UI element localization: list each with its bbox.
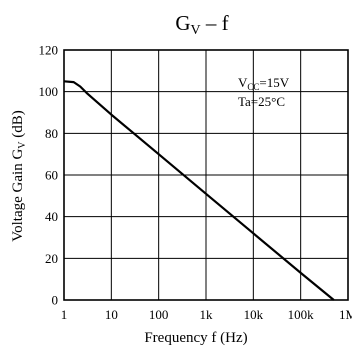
x-tick-label: 10k: [244, 307, 264, 322]
y-tick-label: 120: [39, 43, 59, 58]
x-tick-label: 100: [149, 307, 169, 322]
y-tick-label: 100: [39, 84, 59, 99]
annotation-vcc-sub: CC: [247, 82, 259, 92]
chart-title-sub: V: [191, 23, 201, 38]
x-tick-labels: 1 10 100 1k 10k 100k 1M: [61, 307, 352, 322]
annotation-vcc: VCC=15V: [238, 75, 290, 92]
chart-title-rest: – f: [201, 11, 229, 35]
series-line: [63, 80, 335, 301]
y-axis-label-sub: V: [17, 141, 28, 149]
x-axis-label: Frequency f (Hz): [144, 330, 247, 346]
plot-frame: [63, 49, 349, 301]
y-tick-label: 60: [45, 168, 58, 183]
annotation-ta: Ta=25°C: [238, 94, 285, 109]
annotation-vcc-rest: =15V: [259, 75, 289, 90]
x-tick-label: 1: [61, 307, 68, 322]
y-axis-label: Voltage Gain GV (dB): [10, 110, 28, 242]
y-axis-label-main: Voltage Gain G: [10, 149, 26, 242]
annotation-vcc-main: V: [238, 75, 248, 90]
chart-title-main: G: [175, 11, 190, 35]
y-tick-labels: 0 20 40 60 80 100 120: [39, 43, 59, 308]
chart-title: GV – f: [175, 11, 228, 38]
y-axis-label-rest: (dB): [10, 110, 26, 141]
x-tick-label: 1M: [339, 307, 352, 322]
x-tick-label: 10: [105, 307, 118, 322]
x-tick-label: 1k: [200, 307, 214, 322]
y-tick-label: 20: [45, 251, 58, 266]
grid-lines: [64, 50, 348, 300]
y-tick-label: 40: [45, 209, 58, 224]
y-tick-label: 80: [45, 126, 58, 141]
y-tick-label: 0: [52, 293, 59, 308]
x-tick-label: 100k: [288, 307, 315, 322]
